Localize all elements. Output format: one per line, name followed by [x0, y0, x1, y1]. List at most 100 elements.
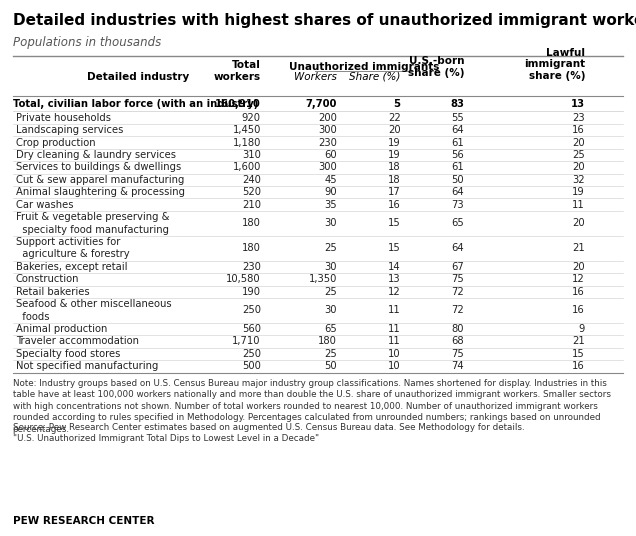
- Text: 19: 19: [388, 138, 401, 147]
- Text: Animal slaughtering & processing: Animal slaughtering & processing: [16, 187, 185, 197]
- Text: 10,580: 10,580: [226, 274, 261, 284]
- Text: 16: 16: [572, 306, 585, 315]
- Text: 14: 14: [388, 262, 401, 272]
- Text: 45: 45: [324, 175, 337, 185]
- Text: 21: 21: [572, 337, 585, 346]
- Text: 64: 64: [452, 125, 464, 135]
- Text: 1,350: 1,350: [308, 274, 337, 284]
- Text: 18: 18: [388, 162, 401, 173]
- Text: 60: 60: [324, 150, 337, 160]
- Text: 13: 13: [388, 274, 401, 284]
- Text: 180: 180: [242, 218, 261, 228]
- Text: 16: 16: [388, 200, 401, 210]
- Text: 73: 73: [452, 200, 464, 210]
- Text: Animal production: Animal production: [16, 324, 107, 334]
- Text: 1,450: 1,450: [232, 125, 261, 135]
- Text: 920: 920: [242, 113, 261, 123]
- Text: Populations in thousands: Populations in thousands: [13, 36, 161, 49]
- Text: 80: 80: [452, 324, 464, 334]
- Text: 72: 72: [452, 287, 464, 297]
- Text: Private households: Private households: [16, 113, 111, 123]
- Text: 35: 35: [324, 200, 337, 210]
- Text: Landscaping services: Landscaping services: [16, 125, 123, 135]
- Text: 30: 30: [324, 218, 337, 228]
- Text: 180: 180: [318, 337, 337, 346]
- Text: 25: 25: [572, 150, 585, 160]
- Text: Not specified manufacturing: Not specified manufacturing: [16, 361, 158, 371]
- Text: 13: 13: [571, 99, 585, 109]
- Text: 32: 32: [572, 175, 585, 185]
- Text: 520: 520: [242, 187, 261, 197]
- Text: 64: 64: [452, 243, 464, 253]
- Text: 20: 20: [572, 162, 585, 173]
- Text: 30: 30: [324, 306, 337, 315]
- Text: 50: 50: [452, 175, 464, 185]
- Text: 75: 75: [452, 274, 464, 284]
- Text: 15: 15: [388, 243, 401, 253]
- Text: 21: 21: [572, 243, 585, 253]
- Text: 55: 55: [452, 113, 464, 123]
- Text: 1,600: 1,600: [232, 162, 261, 173]
- Text: 20: 20: [572, 218, 585, 228]
- Text: U.S.-born
share (%): U.S.-born share (%): [408, 56, 464, 78]
- Text: 18: 18: [388, 175, 401, 185]
- Text: 19: 19: [388, 150, 401, 160]
- Text: Total
workers: Total workers: [214, 61, 261, 82]
- Text: 20: 20: [572, 138, 585, 147]
- Text: 19: 19: [572, 187, 585, 197]
- Text: 68: 68: [452, 337, 464, 346]
- Text: Fruit & vegetable preserving &
  specialty food manufacturing: Fruit & vegetable preserving & specialty…: [16, 212, 169, 235]
- Text: Note: Industry groups based on U.S. Census Bureau major industry group classific: Note: Industry groups based on U.S. Cens…: [13, 379, 611, 434]
- Text: 25: 25: [324, 287, 337, 297]
- Text: 90: 90: [324, 187, 337, 197]
- Text: Construction: Construction: [16, 274, 80, 284]
- Text: 11: 11: [388, 337, 401, 346]
- Text: 83: 83: [450, 99, 464, 109]
- Text: 25: 25: [324, 349, 337, 359]
- Text: 75: 75: [452, 349, 464, 359]
- Text: 61: 61: [452, 162, 464, 173]
- Text: 160,910: 160,910: [215, 99, 261, 109]
- Text: 11: 11: [572, 200, 585, 210]
- Text: 16: 16: [572, 287, 585, 297]
- Text: 190: 190: [242, 287, 261, 297]
- Text: 65: 65: [452, 218, 464, 228]
- Text: 74: 74: [452, 361, 464, 371]
- Text: Cut & sew apparel manufacturing: Cut & sew apparel manufacturing: [16, 175, 184, 185]
- Text: Crop production: Crop production: [16, 138, 95, 147]
- Text: 64: 64: [452, 187, 464, 197]
- Text: Workers: Workers: [294, 72, 337, 81]
- Text: 67: 67: [452, 262, 464, 272]
- Text: 30: 30: [324, 262, 337, 272]
- Text: 16: 16: [572, 361, 585, 371]
- Text: PEW RESEARCH CENTER: PEW RESEARCH CENTER: [13, 516, 154, 526]
- Text: Traveler accommodation: Traveler accommodation: [16, 337, 139, 346]
- Text: 7,700: 7,700: [306, 99, 337, 109]
- Text: 72: 72: [452, 306, 464, 315]
- Text: 25: 25: [324, 243, 337, 253]
- Text: Retail bakeries: Retail bakeries: [16, 287, 90, 297]
- Text: 23: 23: [572, 113, 585, 123]
- Text: 1,710: 1,710: [232, 337, 261, 346]
- Text: Lawful
immigrant
share (%): Lawful immigrant share (%): [524, 48, 585, 81]
- Text: 500: 500: [242, 361, 261, 371]
- Text: 180: 180: [242, 243, 261, 253]
- Text: Bakeries, except retail: Bakeries, except retail: [16, 262, 127, 272]
- Text: 9: 9: [579, 324, 585, 334]
- Text: 11: 11: [388, 306, 401, 315]
- Text: Unauthorized immigrants: Unauthorized immigrants: [289, 62, 439, 72]
- Text: 210: 210: [242, 200, 261, 210]
- Text: 65: 65: [324, 324, 337, 334]
- Text: 200: 200: [318, 113, 337, 123]
- Text: Detailed industry: Detailed industry: [87, 72, 190, 81]
- Text: 310: 310: [242, 150, 261, 160]
- Text: Total, civilian labor force (with an industry): Total, civilian labor force (with an ind…: [13, 99, 258, 109]
- Text: 11: 11: [388, 324, 401, 334]
- Text: Share (%): Share (%): [349, 72, 401, 81]
- Text: 5: 5: [394, 99, 401, 109]
- Text: 10: 10: [388, 361, 401, 371]
- Text: 300: 300: [319, 125, 337, 135]
- Text: 230: 230: [242, 262, 261, 272]
- Text: 560: 560: [242, 324, 261, 334]
- Text: 12: 12: [572, 274, 585, 284]
